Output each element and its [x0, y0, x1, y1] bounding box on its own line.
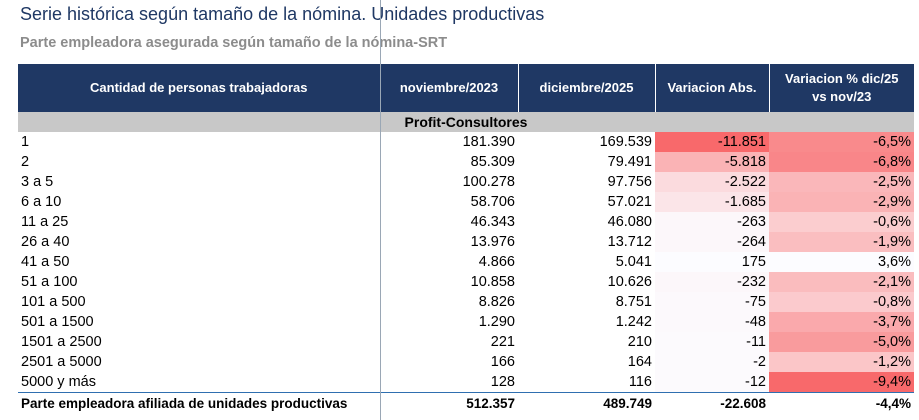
header-var-pct: Variacion % dic/25 vs nov/23 [769, 64, 914, 112]
row-var-pct: -9,4% [769, 372, 914, 393]
header-var-abs: Variacion Abs. [655, 64, 770, 112]
row-label: 26 a 40 [21, 234, 70, 250]
table-row: 26 a 40 13.976 13.712 -264 -1,9% [18, 232, 914, 252]
row-dic2025: 1.242 [615, 314, 652, 330]
table-row: 5000 y más 128 116 -12 -9,4% [18, 372, 914, 393]
table-row: 1501 a 2500 221 210 -11 -5,0% [18, 332, 914, 352]
row-dic2025: 164 [627, 354, 652, 370]
row-var-pct: -0,6% [769, 212, 914, 232]
row-var-abs: -2 [655, 352, 769, 372]
row-var-abs: 175 [655, 252, 769, 272]
row-var-abs: -75 [655, 292, 769, 312]
row-nov2023: 85.309 [470, 154, 515, 170]
table-row: 6 a 10 58.706 57.021 -1.685 -2,9% [18, 192, 914, 212]
row-dic2025: 13.712 [607, 234, 652, 250]
row-var-abs: -2.522 [655, 172, 769, 192]
row-var-abs: -232 [655, 272, 769, 292]
row-var-abs: -48 [655, 312, 769, 332]
row-var-pct: -2,9% [769, 192, 914, 212]
group-row: Profit-Consultores [18, 112, 914, 132]
row-label: 1501 a 2500 [21, 334, 102, 350]
row-label: 1 [21, 134, 30, 150]
header-nov2023: noviembre/2023 [380, 64, 519, 112]
row-var-abs: -12 [655, 372, 769, 393]
row-label: 101 a 500 [21, 294, 86, 310]
row-var-abs: -5.818 [655, 152, 769, 172]
row-var-pct: -3,7% [769, 312, 914, 332]
row-var-pct: 3,6% [769, 252, 914, 272]
row-var-abs: -1.685 [655, 192, 769, 212]
row-label: 2501 a 5000 [21, 354, 102, 370]
row-label: 6 a 10 [21, 194, 62, 210]
row-dic2025: 5.041 [615, 254, 652, 270]
row-dic2025: 10.626 [607, 274, 652, 290]
frozen-pane-divider [380, 0, 381, 420]
row-nov2023: 100.278 [462, 174, 515, 190]
total-label: Parte empleadora afiliada de unidades pr… [18, 392, 380, 414]
total-row: Parte empleadora afiliada de unidades pr… [18, 392, 914, 414]
row-nov2023: 1.290 [478, 314, 515, 330]
row-var-pct: -6,5% [769, 132, 914, 152]
row-label: 51 a 100 [21, 274, 78, 290]
header-row: Cantidad de personas trabajadoras noviem… [18, 64, 914, 112]
row-var-pct: -6,8% [769, 152, 914, 172]
total-var-abs: -22.608 [655, 392, 769, 414]
row-var-abs: -11.851 [655, 132, 769, 152]
row-nov2023: 13.976 [470, 234, 515, 250]
row-var-pct: -0,8% [769, 292, 914, 312]
row-label: 2 [21, 154, 30, 170]
table-row: 101 a 500 8.826 8.751 -75 -0,8% [18, 292, 914, 312]
header-category: Cantidad de personas trabajadoras [18, 64, 381, 112]
row-nov2023: 10.858 [470, 274, 515, 290]
table-row: 51 a 100 10.858 10.626 -232 -2,1% [18, 272, 914, 292]
row-nov2023: 46.343 [470, 214, 515, 230]
row-dic2025: 79.491 [607, 154, 652, 170]
header-dic2025: diciembre/2025 [518, 64, 656, 112]
row-nov2023: 166 [490, 354, 515, 370]
row-nov2023: 4.866 [478, 254, 515, 270]
row-nov2023: 8.826 [478, 294, 515, 310]
row-var-pct: -2,1% [769, 272, 914, 292]
row-dic2025: 8.751 [615, 294, 652, 310]
row-var-abs: -263 [655, 212, 769, 232]
row-dic2025: 46.080 [607, 214, 652, 230]
row-var-pct: -1,9% [769, 232, 914, 252]
group-label: Profit-Consultores [18, 112, 914, 132]
table-row: 2 85.309 79.491 -5.818 -6,8% [18, 152, 914, 172]
page-title: Serie histórica según tamaño de la nómin… [20, 4, 545, 24]
row-dic2025: 169.539 [599, 134, 652, 150]
table-row: 41 a 50 4.866 5.041 175 3,6% [18, 252, 914, 272]
row-nov2023: 181.390 [462, 134, 515, 150]
table-row: 501 a 1500 1.290 1.242 -48 -3,7% [18, 312, 914, 332]
row-label: 501 a 1500 [21, 314, 94, 330]
row-label: 11 a 25 [21, 214, 69, 230]
total-nov2023: 512.357 [380, 392, 518, 414]
row-dic2025: 210 [627, 334, 652, 350]
row-nov2023: 58.706 [470, 194, 515, 210]
row-label: 41 a 50 [21, 254, 70, 270]
data-table: Cantidad de personas trabajadoras noviem… [18, 64, 914, 414]
row-dic2025: 116 [628, 374, 652, 390]
page-subtitle: Parte empleadora asegurada según tamaño … [20, 35, 448, 51]
row-var-pct: -5,0% [769, 332, 914, 352]
row-dic2025: 97.756 [607, 174, 652, 190]
row-var-abs: -11 [655, 332, 769, 352]
row-label: 3 a 5 [21, 174, 54, 190]
table-row: 2501 a 5000 166 164 -2 -1,2% [18, 352, 914, 372]
row-var-abs: -264 [655, 232, 769, 252]
table-row: 11 a 25 46.343 46.080 -263 -0,6% [18, 212, 914, 232]
row-dic2025: 57.021 [607, 194, 652, 210]
row-var-pct: -2,5% [769, 172, 914, 192]
row-var-pct: -1,2% [769, 352, 914, 372]
row-label: 5000 y más [21, 374, 96, 390]
total-dic2025: 489.749 [518, 392, 655, 414]
total-var-pct: -4,4% [769, 392, 914, 414]
row-nov2023: 221 [490, 334, 515, 350]
table-row: 3 a 5 100.278 97.756 -2.522 -2,5% [18, 172, 914, 192]
header-var-pct-line1: Variacion % dic/25 [785, 71, 899, 87]
table-row: 1 181.390 169.539 -11.851 -6,5% [18, 132, 914, 152]
row-nov2023: 128 [490, 374, 515, 390]
header-var-pct-line2: vs nov/23 [812, 89, 872, 104]
